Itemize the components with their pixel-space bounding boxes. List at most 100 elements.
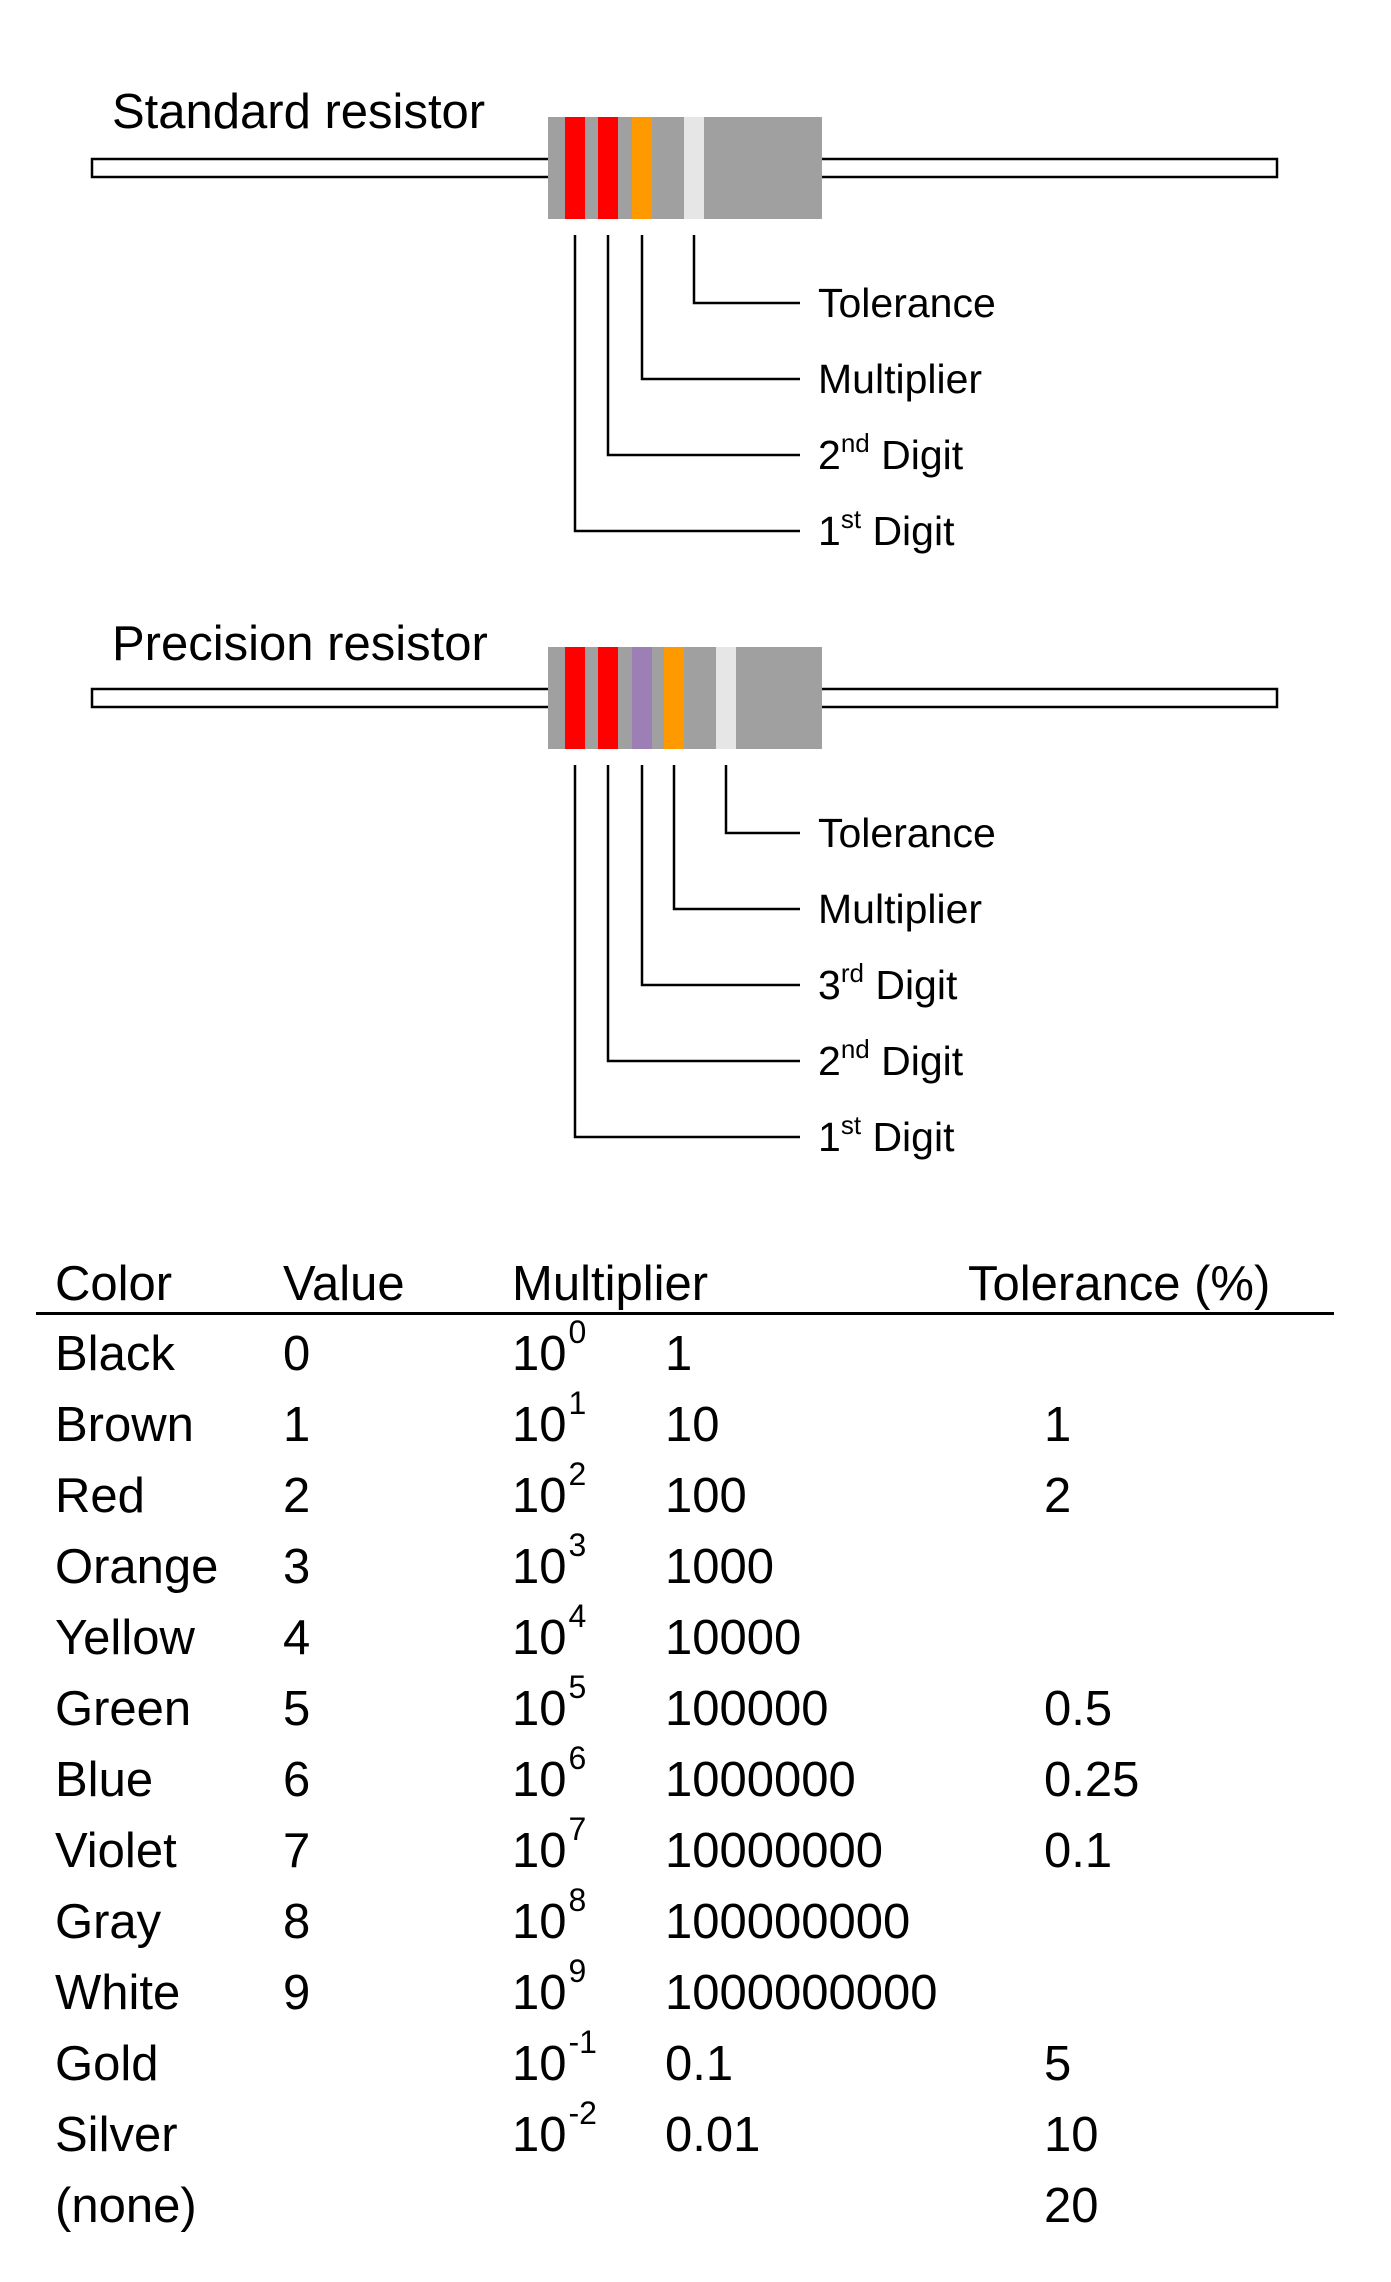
cell-color: Red [55,1469,145,1523]
power-base: 10 [512,1327,567,1381]
cell-value: 3 [283,1540,311,1594]
header-color: Color [55,1257,173,1311]
cell-multiplier: 100 [665,1469,747,1523]
cell-power: 104 [512,1600,586,1665]
power-exponent: 4 [568,1598,587,1634]
power-base: 10 [512,1824,567,1878]
cell-power: 105 [512,1671,586,1736]
cell-multiplier: 10000000 [665,1824,884,1878]
cell-power: 108 [512,1884,586,1949]
cell-power: 109 [512,1955,586,2020]
standard-label-1: Tolerance [818,280,996,326]
power-exponent: 7 [568,1811,587,1847]
power-base: 10 [512,1895,567,1949]
power-exponent: -1 [568,2024,597,2060]
cell-tolerance: 1 [1044,1398,1072,1452]
cell-multiplier: 1000000000 [665,1966,938,2020]
cell-color: Gray [55,1895,162,1949]
cell-value: 8 [283,1895,311,1949]
standard-leader-3 [606,235,800,457]
power-base: 10 [512,1469,567,1523]
precision-resistor: Precision resistor Tolerance Multiplier 3r… [90,617,1279,1160]
standard-band-4 [684,117,704,219]
precision-label-1: Tolerance [818,810,996,856]
precision-band-1 [565,647,585,749]
standard-leader-1 [692,235,800,305]
cell-color: Brown [55,1398,194,1452]
cell-color: Gold [55,2037,159,2091]
precision-band-5 [716,647,736,749]
power-exponent: 9 [568,1953,587,1989]
power-exponent: 0 [568,1314,587,1350]
power-base: 10 [512,1540,567,1594]
cell-color: Orange [55,1540,219,1594]
cell-color: (none) [55,2179,197,2233]
cell-multiplier: 100000000 [665,1895,911,1949]
precision-leader-1 [724,765,800,835]
standard-band-1 [565,117,585,219]
cell-power: 102 [512,1458,586,1523]
cell-power: 103 [512,1529,586,1594]
cell-value: 6 [283,1753,311,1807]
cell-tolerance: 5 [1044,2037,1072,2091]
standard-leader-4 [573,235,800,533]
header-value: Value [283,1257,405,1311]
cell-multiplier: 1000 [665,1540,775,1594]
cell-value: 7 [283,1824,311,1878]
precision-label-5: 1st Digit [818,1110,955,1160]
precision-leader-2 [672,765,800,911]
precision-leader-3 [640,765,800,987]
cell-multiplier: 0.1 [665,2037,734,2091]
power-exponent: 8 [568,1882,587,1918]
standard-label-4: 1st Digit [818,504,955,554]
cell-color: Blue [55,1753,154,1807]
standard-label-3: 2nd Digit [818,428,964,478]
power-base: 10 [512,1966,567,2020]
cell-power: 10-1 [512,2026,597,2091]
power-exponent: 2 [568,1456,587,1492]
header-tolerance: Tolerance (%) [968,1257,1271,1311]
header-multiplier: Multiplier [512,1257,709,1311]
cell-color: Yellow [55,1611,195,1665]
cell-tolerance: 0.25 [1044,1753,1140,1807]
precision-band-2 [598,647,618,749]
power-base: 10 [512,1682,567,1736]
cell-power: 101 [512,1387,586,1452]
power-exponent: 3 [568,1527,587,1563]
cell-color: Silver [55,2108,178,2162]
cell-multiplier: 10 [665,1398,720,1452]
power-base: 10 [512,2108,567,2162]
cell-tolerance: 20 [1044,2179,1099,2233]
cell-multiplier: 10000 [665,1611,802,1665]
power-exponent: 1 [568,1385,587,1421]
cell-multiplier: 0.01 [665,2108,761,2162]
cell-multiplier: 1000000 [665,1753,856,1807]
header-divider [36,1312,1334,1315]
power-base: 10 [512,1398,567,1452]
precision-label-2: Multiplier [818,886,982,932]
cell-value: 4 [283,1611,311,1665]
precision-band-4 [664,647,684,749]
cell-tolerance: 2 [1044,1469,1072,1523]
cell-tolerance: 10 [1044,2108,1099,2162]
cell-color: Green [55,1682,192,1736]
cell-power: 106 [512,1742,586,1805]
standard-band-2 [598,117,618,219]
cell-value: 5 [283,1682,311,1736]
precision-leader-4 [606,765,800,1063]
power-base: 10 [512,1611,567,1665]
standard-resistor-title: Standard resistor [112,85,485,139]
cell-value: 0 [283,1327,311,1381]
power-exponent: 5 [568,1669,587,1705]
cell-tolerance: 0.1 [1044,1824,1113,1878]
cell-color: White [55,1966,181,2020]
precision-resistor-title: Precision resistor [112,617,488,671]
power-base: 10 [512,2037,567,2091]
standard-label-2: Multiplier [818,356,982,402]
cell-power: 100 [512,1316,586,1381]
cell-power: 10-2 [512,2097,597,2162]
cell-value: 1 [283,1398,311,1452]
precision-leader-5 [573,765,800,1139]
